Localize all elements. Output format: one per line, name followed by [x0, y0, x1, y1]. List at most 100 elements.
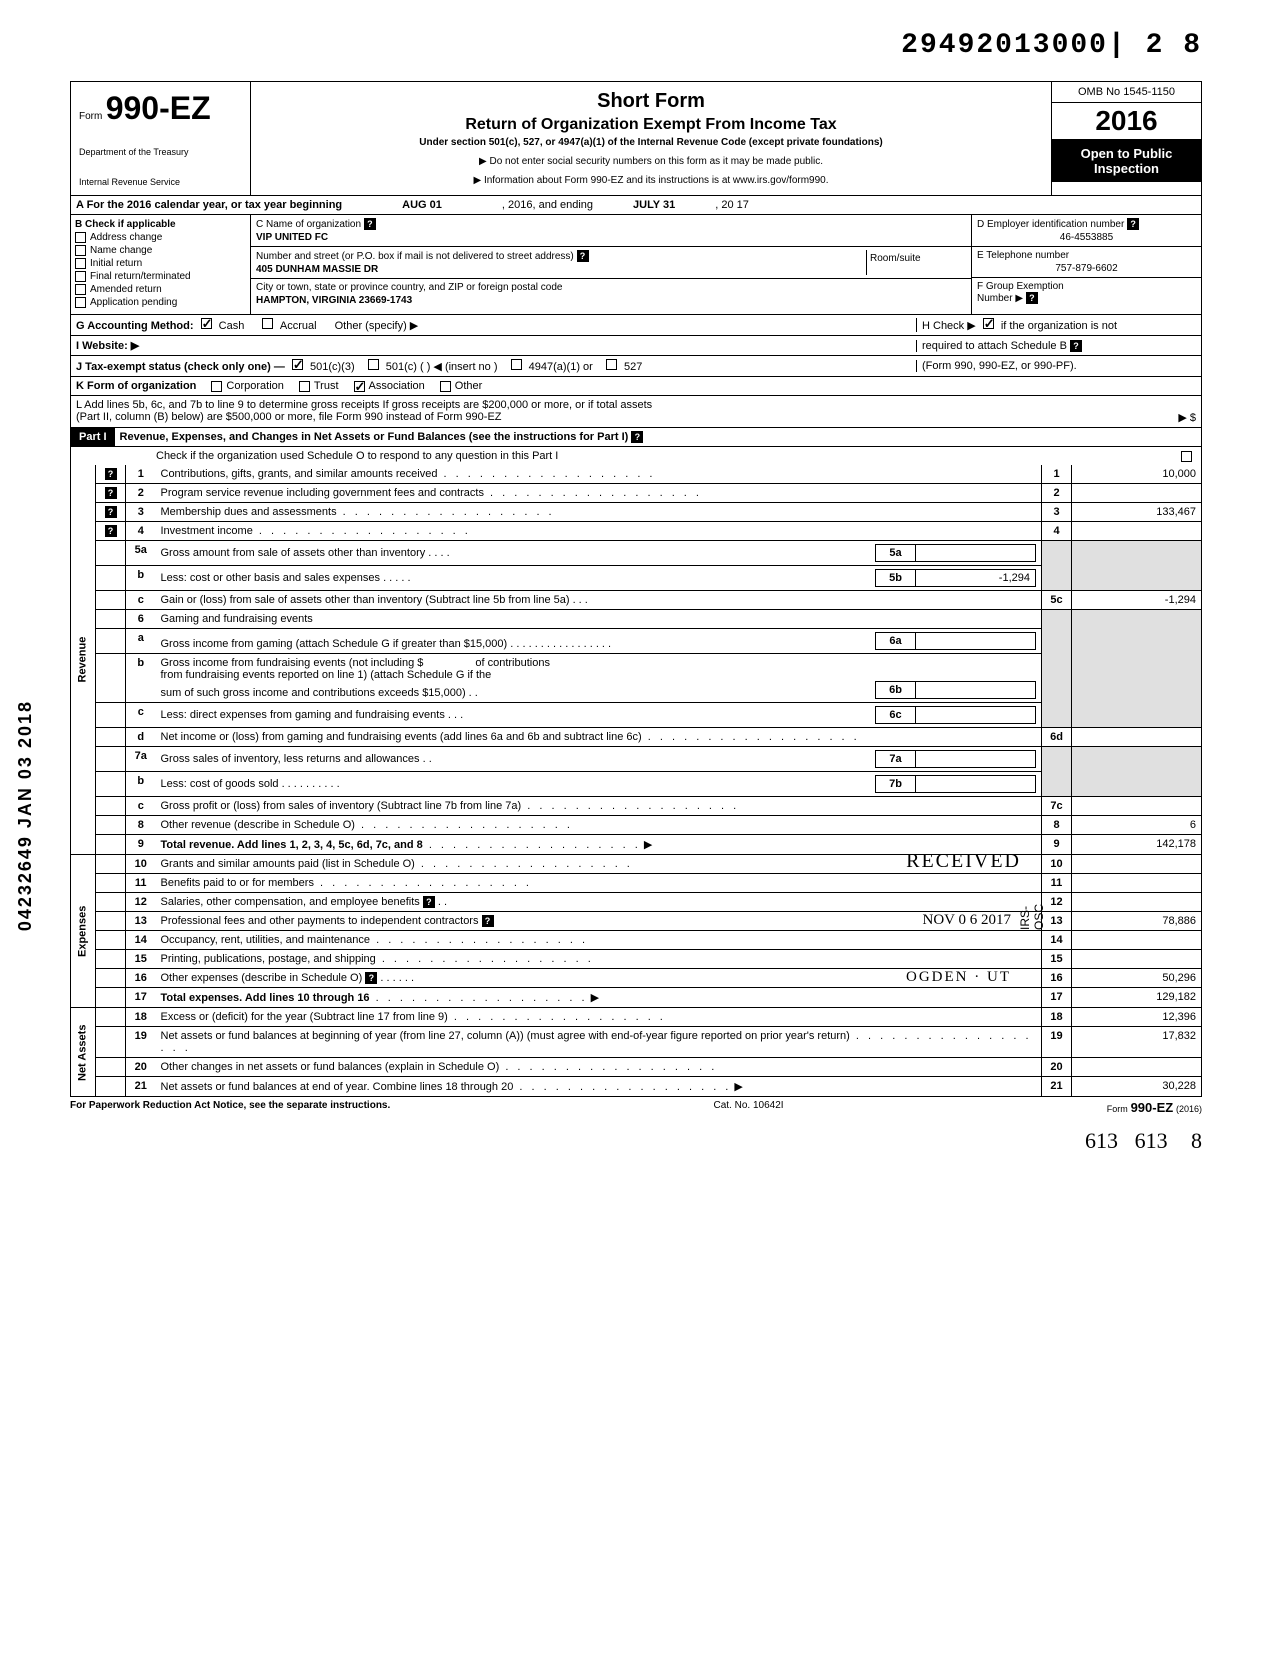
help-icon[interactable]: ? — [423, 896, 435, 908]
sub-num: 5a — [876, 545, 916, 562]
part1-check-label: Check if the organization used Schedule … — [156, 450, 1177, 462]
line-num: 11 — [126, 874, 156, 893]
amt-num: 21 — [1042, 1077, 1072, 1097]
line-num: 13 — [126, 912, 156, 931]
sub-num: 7a — [876, 751, 916, 768]
k-label: K Form of organization — [76, 380, 196, 392]
help-icon[interactable]: ? — [364, 218, 376, 230]
line-desc: Gaming and fundraising events — [156, 610, 1042, 629]
help-icon[interactable]: ? — [105, 506, 117, 518]
line-3: ? 3 Membership dues and assessments 3 13… — [71, 503, 1202, 522]
help-icon[interactable]: ? — [1026, 292, 1038, 304]
line-desc: Gross profit or (loss) from sales of inv… — [161, 800, 522, 812]
section-i: I Website: ▶ required to attach Schedule… — [70, 335, 1202, 355]
checkbox-schedule-o[interactable] — [1181, 451, 1192, 462]
line-8: 8 Other revenue (describe in Schedule O)… — [71, 816, 1202, 835]
checkbox-icon[interactable] — [75, 284, 86, 295]
amt-val: 10,000 — [1072, 465, 1202, 484]
sub-num: 7b — [876, 776, 916, 793]
line-desc: Gross income from gaming (attach Schedul… — [161, 638, 508, 650]
group-number-label: Number ▶ — [977, 293, 1023, 304]
org-info-section: B Check if applicable Address change Nam… — [70, 214, 1202, 314]
title-note1: ▶ Do not enter social security numbers o… — [259, 156, 1043, 167]
vertical-stamp: 04232649 JAN 03 2018 — [15, 700, 36, 931]
line-num: 15 — [126, 950, 156, 969]
line-desc: Gross amount from sale of assets other t… — [161, 547, 426, 559]
line-num: 6 — [126, 610, 156, 629]
line-6a: a Gross income from gaming (attach Sched… — [71, 629, 1202, 654]
line-5b: b Less: cost or other basis and sales ex… — [71, 566, 1202, 591]
help-icon[interactable]: ? — [577, 250, 589, 262]
section-a: A For the 2016 calendar year, or tax yea… — [70, 195, 1202, 214]
opt-other: Other — [455, 380, 483, 392]
help-icon[interactable]: ? — [365, 972, 377, 984]
date-stamp: NOV 0 6 2017 — [923, 912, 1011, 929]
amt-num: 8 — [1042, 816, 1072, 835]
line-desc: Net assets or fund balances at end of ye… — [161, 1081, 514, 1093]
check-label: Amended return — [90, 284, 162, 295]
amt-val: 12,396 — [1072, 1008, 1202, 1027]
help-icon[interactable]: ? — [105, 468, 117, 480]
amt-val: 30,228 — [1072, 1077, 1202, 1097]
section-l: L Add lines 5b, 6c, and 7b to line 9 to … — [70, 395, 1202, 427]
checkbox-trust[interactable] — [299, 381, 310, 392]
checkbox-icon[interactable] — [75, 271, 86, 282]
org-city-row: City or town, state or province country,… — [251, 279, 971, 309]
checkbox-icon[interactable] — [75, 297, 86, 308]
checkbox-icon[interactable] — [75, 232, 86, 243]
footer-mid: Cat. No. 10642I — [714, 1100, 784, 1115]
tax-year-end: JULY 31 — [633, 199, 675, 211]
amt-val — [1072, 1058, 1202, 1077]
line-desc: Net income or (loss) from gaming and fun… — [161, 731, 642, 743]
checkbox-other[interactable] — [440, 381, 451, 392]
section-c: C Name of organization ? VIP UNITED FC N… — [251, 215, 971, 314]
checkbox-icon[interactable] — [75, 245, 86, 256]
help-icon[interactable]: ? — [105, 487, 117, 499]
line-19: 19 Net assets or fund balances at beginn… — [71, 1027, 1202, 1058]
line-21: 21 Net assets or fund balances at end of… — [71, 1077, 1202, 1097]
checkbox-cash[interactable] — [201, 318, 212, 329]
org-addr-row: Number and street (or P.O. box if mail i… — [251, 247, 971, 279]
irs-stamp: IRS-OSC — [1018, 902, 1046, 930]
part1-table: Revenue ? 1 Contributions, gifts, grants… — [70, 465, 1202, 1097]
help-icon[interactable]: ? — [1070, 340, 1082, 352]
sub-val — [916, 751, 1036, 768]
help-icon[interactable]: ? — [105, 525, 117, 537]
line-desc: Other changes in net assets or fund bala… — [161, 1061, 500, 1073]
help-icon[interactable]: ? — [1127, 218, 1139, 230]
line-1: Revenue ? 1 Contributions, gifts, grants… — [71, 465, 1202, 484]
section-b-label: B Check if applicable — [75, 219, 246, 230]
amt-num: 1 — [1042, 465, 1072, 484]
received-stamp: RECEIVED — [906, 850, 1021, 873]
help-icon[interactable]: ? — [631, 431, 643, 443]
checkbox-accrual[interactable] — [262, 318, 273, 329]
line-20: 20 Other changes in net assets or fund b… — [71, 1058, 1202, 1077]
footer-left: For Paperwork Reduction Act Notice, see … — [70, 1100, 390, 1115]
checkbox-527[interactable] — [606, 359, 617, 370]
section-a-label: A For the 2016 calendar year, or tax yea… — [76, 199, 342, 211]
part1-label: Part I — [71, 428, 115, 446]
line-7b: b Less: cost of goods sold . . . . . . .… — [71, 772, 1202, 797]
sub-val — [916, 545, 1036, 562]
checkbox-icon[interactable] — [75, 258, 86, 269]
checkbox-4947[interactable] — [511, 359, 522, 370]
help-icon[interactable]: ? — [482, 915, 494, 927]
h-label1: H Check ▶ — [922, 320, 976, 332]
checkbox-corp[interactable] — [211, 381, 222, 392]
line-num: 21 — [126, 1077, 156, 1097]
opt-corp: Corporation — [226, 380, 283, 392]
checkbox-assoc[interactable] — [354, 381, 365, 392]
revenue-side-label: Revenue — [71, 465, 96, 855]
checkbox-501c3[interactable] — [292, 359, 303, 370]
amt-val: 133,467 — [1072, 503, 1202, 522]
form-number-cell: Form 990-EZ Department of the Treasury I… — [71, 82, 251, 195]
checkbox-h[interactable] — [983, 318, 994, 329]
amt-num: 4 — [1042, 522, 1072, 541]
section-gh: G Accounting Method: Cash Accrual Other … — [70, 314, 1202, 335]
amt-num: 20 — [1042, 1058, 1072, 1077]
line-desc: Gross sales of inventory, less returns a… — [161, 753, 420, 765]
check-amended: Amended return — [75, 284, 246, 295]
amt-val — [1072, 931, 1202, 950]
line-14: 14 Occupancy, rent, utilities, and maint… — [71, 931, 1202, 950]
checkbox-501c[interactable] — [368, 359, 379, 370]
